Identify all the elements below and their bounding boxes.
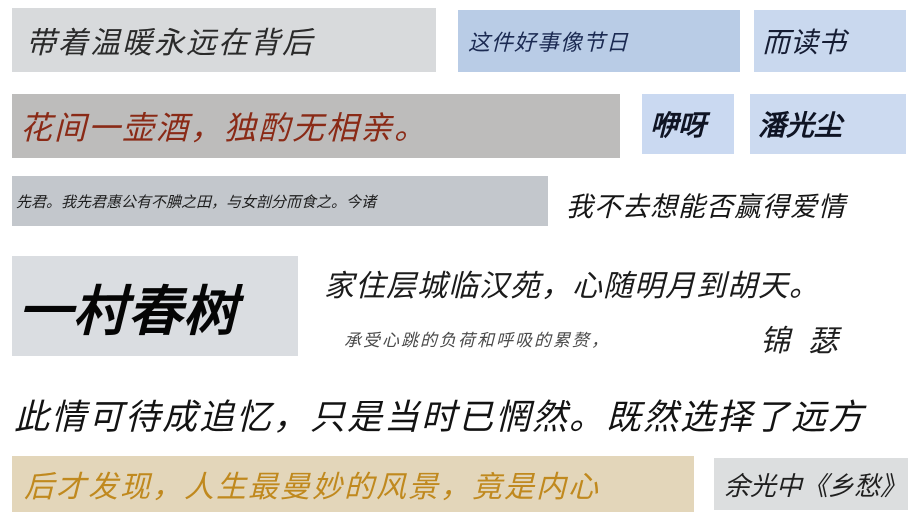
handwriting-sample-1: 带着温暖永远在背后 (12, 8, 436, 72)
handwriting-sample-7: 先君。我先君惠公有不腆之田，与女剖分而食之。今诸 (12, 176, 548, 226)
handwriting-sample-14: 后才发现，人生最曼妙的风景，竟是内心 (12, 456, 694, 512)
sample-text: 我不去想能否赢得爱情 (566, 191, 846, 223)
handwriting-sample-4: 花间一壶酒，独酌无相亲。 (12, 94, 620, 158)
sample-text: 潘光尘 (758, 109, 843, 142)
handwriting-sample-10: 家住层城临汉苑，心随明月到胡天。 (318, 252, 908, 314)
handwriting-sample-6: 潘光尘 (750, 94, 906, 154)
handwriting-sample-5: 咿呀 (642, 94, 734, 154)
handwriting-sample-15: 余光中《乡愁》 (714, 458, 908, 510)
sample-text: 而读书 (762, 26, 847, 59)
sample-text: 带着温暖永远在背后 (26, 26, 314, 61)
sample-text: 余光中《乡愁》 (724, 471, 907, 502)
sample-text: 这件好事像节日 (468, 31, 630, 56)
sample-text: 此情可待成追忆，只是当时已惘然。既然选择了远方 (14, 397, 866, 438)
handwriting-sample-3: 而读书 (754, 10, 906, 72)
handwriting-sample-11: 承受心跳的负荷和呼吸的累赘， (318, 316, 716, 360)
sample-text: 承受心跳的负荷和呼吸的累赘， (344, 330, 610, 351)
handwriting-sample-9: 一村春树 (12, 256, 298, 356)
sample-text: 花间一壶酒，独酌无相亲。 (20, 109, 429, 147)
handwriting-sample-8: 我不去想能否赢得爱情 (558, 176, 908, 232)
handwriting-sample-13: 此情可待成追忆，只是当时已惘然。既然选择了远方 (12, 378, 908, 450)
sample-text: 后才发现，人生最曼妙的风景，竟是内心 (24, 470, 600, 505)
sample-text: 一村春树 (18, 278, 238, 343)
sample-text: 咿呀 (650, 109, 707, 142)
sample-text: 锦瑟 (760, 324, 856, 359)
sample-text: 家住层城临汉苑，心随明月到胡天。 (324, 269, 820, 304)
handwriting-sample-2: 这件好事像节日 (458, 10, 740, 72)
sample-text: 先君。我先君惠公有不腆之田，与女剖分而食之。今诸 (16, 192, 377, 211)
handwriting-sample-12: 锦瑟 (748, 312, 908, 364)
